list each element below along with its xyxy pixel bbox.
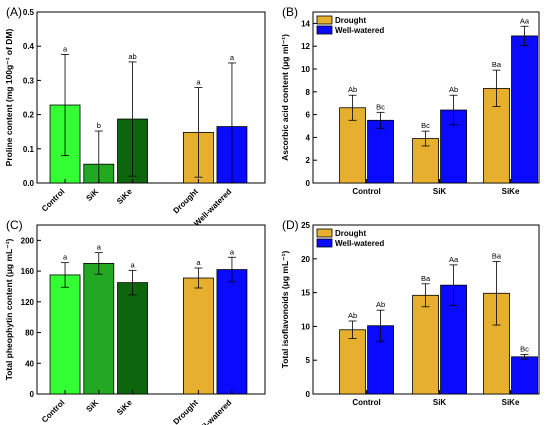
y-tick-label: 10	[301, 322, 310, 331]
y-tick-label: 8	[306, 88, 311, 97]
legend-swatch	[316, 228, 333, 238]
significance-letter: b	[97, 121, 101, 130]
significance-letter: Aa	[520, 16, 530, 25]
y-tick-label: 80	[25, 329, 34, 338]
y-tick-label: 0.3	[23, 76, 35, 85]
plot-frame	[36, 224, 266, 395]
panel-label: (D)	[282, 218, 299, 232]
significance-letter: Bc	[421, 121, 430, 130]
significance-letter: a	[230, 247, 235, 256]
y-tick-label: 0	[306, 179, 311, 188]
x-tick-label: SiKe	[502, 187, 520, 196]
chart-panel-1: 0.0 0.1 0.2 0.3 0.4 0.5 Proline content (mg 10…	[4, 5, 266, 228]
bar	[412, 294, 439, 395]
y-tick-label: 25	[301, 221, 310, 230]
y-tick-label: 6	[306, 111, 311, 120]
y-tick-label: 0.2	[23, 111, 35, 120]
significance-letter: Ab	[348, 85, 357, 94]
significance-letter: a	[130, 260, 135, 269]
x-tick-label: SiKe	[502, 398, 520, 407]
significance-letter: Bc	[520, 344, 529, 353]
legend-swatch	[316, 15, 333, 25]
y-axis-title: Total pheophytin content (μg mL⁻¹)	[4, 238, 14, 380]
y-tick-label: 0	[30, 390, 35, 399]
bar	[339, 329, 366, 395]
chart-panel-3: 0 40 80 120 160 200 Total pheophytin content (…	[4, 218, 266, 425]
bar	[83, 263, 115, 395]
significance-letter: a	[196, 78, 201, 87]
y-tick-label: 0.5	[23, 8, 35, 17]
bar	[49, 274, 81, 395]
x-tick-label: Control	[352, 187, 380, 196]
significance-letter: a	[196, 258, 201, 267]
x-tick-label: SiKe	[115, 398, 134, 417]
y-tick-label: 2	[306, 156, 311, 165]
y-axis-title: Ascorbic acid content (μg ml⁻¹)	[280, 34, 290, 161]
bar	[216, 269, 248, 395]
x-tick-label: Well-watered	[192, 398, 233, 425]
legend-label: Drought	[335, 229, 366, 238]
y-tick-label: 12	[301, 42, 310, 51]
x-tick-label: Control	[40, 187, 66, 213]
panel-label: (B)	[282, 5, 298, 19]
significance-letter: Ba	[421, 274, 431, 283]
significance-letter: ab	[128, 52, 136, 61]
y-tick-label: 160	[21, 267, 35, 276]
x-tick-label: SiK	[433, 187, 447, 196]
significance-letter: Ba	[492, 60, 502, 69]
significance-letter: Ab	[376, 300, 385, 309]
y-tick-label: 0.1	[23, 145, 35, 154]
x-tick-label: Control	[40, 398, 66, 424]
legend-label: Drought	[335, 16, 366, 25]
significance-letter: Ba	[492, 252, 502, 261]
chart-panel-2: 0 2 4 6 8 10 12 14 Ascorbic acid content (μg ml⁻…	[280, 5, 540, 196]
significance-letter: a	[230, 53, 235, 62]
y-tick-label: 200	[21, 236, 35, 245]
panel-label: (C)	[6, 218, 23, 232]
plot-frame	[36, 11, 266, 184]
y-tick-label: 10	[301, 65, 310, 74]
significance-letter: a	[63, 253, 68, 262]
y-axis-title: Proline content (mg 100g⁻¹ of DM)	[4, 29, 14, 167]
x-tick-label: SiK	[84, 398, 100, 414]
legend-swatch	[316, 25, 333, 35]
chart-panel-4: 0 5 10 15 20 25 Total isoflavonoids (μg mL⁻¹) (…	[280, 218, 540, 407]
bar	[511, 356, 538, 395]
y-tick-label: 120	[21, 298, 35, 307]
x-tick-label: Drought	[171, 398, 200, 425]
y-tick-label: 20	[301, 255, 310, 264]
y-tick-label: 0.0	[23, 179, 35, 188]
x-tick-label: Control	[352, 398, 380, 407]
x-tick-label: SiKe	[115, 187, 134, 206]
y-axis-title: Total isoflavonoids (μg mL⁻¹)	[280, 251, 290, 369]
significance-letter: a	[63, 44, 68, 53]
legend-label: Well-watered	[335, 239, 384, 248]
y-tick-label: 0	[306, 390, 311, 399]
significance-letter: Aa	[449, 255, 459, 264]
significance-letter: Bc	[376, 102, 385, 111]
panel-label: (A)	[6, 5, 22, 19]
bar	[511, 35, 538, 184]
significance-letter: Ab	[348, 311, 357, 320]
y-tick-label: 0.4	[23, 42, 35, 51]
y-tick-label: 14	[301, 19, 310, 28]
legend-swatch	[316, 238, 333, 248]
y-tick-label: 40	[25, 359, 34, 368]
x-tick-label: SiK	[84, 187, 100, 203]
x-tick-label: Drought	[171, 187, 200, 216]
x-tick-label: SiK	[433, 398, 447, 407]
y-tick-label: 4	[306, 133, 311, 142]
y-tick-label: 15	[301, 289, 310, 298]
bar	[367, 119, 394, 184]
significance-letter: a	[97, 243, 102, 252]
bar	[183, 277, 214, 395]
legend-label: Well-watered	[335, 26, 384, 35]
y-tick-label: 5	[306, 356, 311, 365]
significance-letter: Ab	[449, 85, 458, 94]
bar	[117, 282, 148, 395]
